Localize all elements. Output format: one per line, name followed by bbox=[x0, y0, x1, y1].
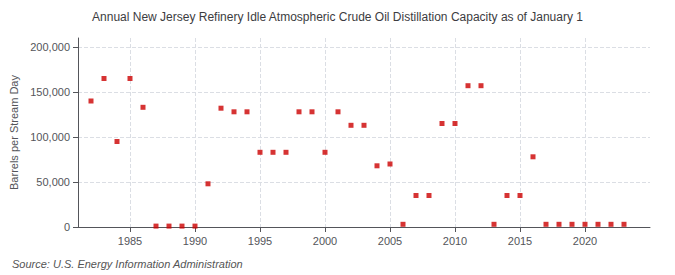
svg-text:2020: 2020 bbox=[573, 235, 597, 247]
svg-text:100,000: 100,000 bbox=[30, 131, 70, 143]
svg-text:0: 0 bbox=[64, 221, 70, 233]
svg-text:150,000: 150,000 bbox=[30, 86, 70, 98]
svg-text:Source: U.S. Energy Informatio: Source: U.S. Energy Information Administ… bbox=[12, 258, 243, 270]
svg-text:1990: 1990 bbox=[183, 235, 207, 247]
svg-text:Barrels per Stream Day: Barrels per Stream Day bbox=[8, 75, 20, 190]
svg-text:2005: 2005 bbox=[378, 235, 402, 247]
svg-text:2000: 2000 bbox=[313, 235, 337, 247]
svg-text:2015: 2015 bbox=[508, 235, 532, 247]
svg-text:1995: 1995 bbox=[248, 235, 272, 247]
svg-text:Annual New Jersey Refinery Idl: Annual New Jersey Refinery Idle Atmosphe… bbox=[92, 10, 583, 24]
svg-text:1985: 1985 bbox=[118, 235, 142, 247]
svg-text:200,000: 200,000 bbox=[30, 41, 70, 53]
svg-text:2010: 2010 bbox=[443, 235, 467, 247]
svg-text:50,000: 50,000 bbox=[36, 176, 70, 188]
